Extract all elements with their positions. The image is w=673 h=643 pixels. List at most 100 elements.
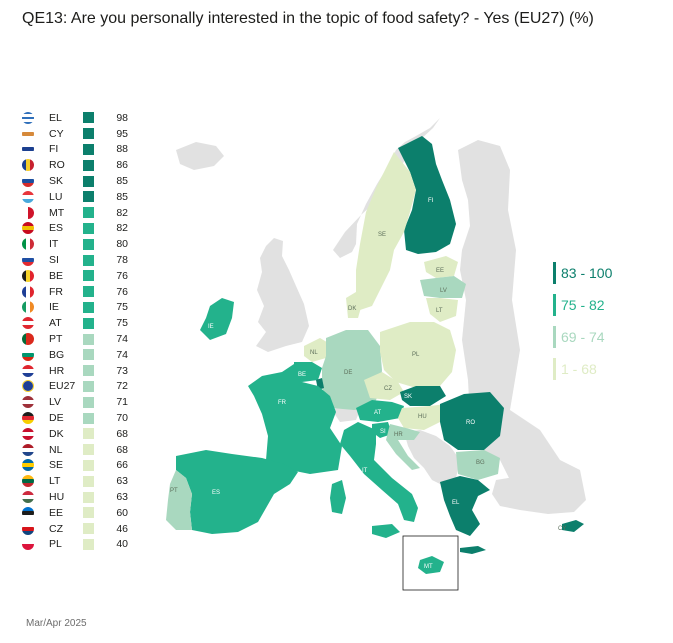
legend-item: 1 - 68 [553, 358, 612, 380]
map-ireland [200, 298, 234, 340]
flag-fr-icon [22, 285, 34, 298]
country-code: CY [49, 127, 64, 140]
map-label-de: DE [344, 370, 352, 376]
country-code: FR [49, 285, 63, 298]
country-row: DK 68 [22, 426, 147, 442]
country-code: SK [49, 175, 64, 188]
color-swatch [83, 333, 94, 345]
country-row: LU 85 [22, 189, 147, 205]
map-label-pl: PL [412, 352, 420, 358]
country-value: 74 [116, 348, 128, 361]
color-swatch [83, 191, 94, 203]
country-row: CZ 46 [22, 521, 147, 537]
country-code: DE [49, 412, 64, 425]
map-germany [322, 330, 382, 410]
map-label-lv: LV [440, 288, 447, 294]
country-row: MT 82 [22, 205, 147, 221]
flag-ee-icon [22, 506, 34, 519]
country-row: HU 63 [22, 489, 147, 505]
color-swatch [83, 459, 94, 471]
country-value: 68 [116, 427, 128, 440]
country-code: MT [49, 206, 65, 219]
legend-label: 69 - 74 [561, 329, 605, 345]
country-row: LT 63 [22, 473, 147, 489]
map-label-es: ES [212, 490, 220, 496]
flag-nl-icon [22, 443, 34, 456]
country-row: BG 74 [22, 347, 147, 363]
flag-es-icon [22, 222, 34, 235]
map-bulgaria [456, 450, 500, 480]
map-label-fi: FI [428, 198, 434, 204]
map-iceland [176, 142, 224, 170]
country-value: 85 [116, 190, 128, 203]
country-value: 88 [116, 143, 128, 156]
flag-fi-icon [22, 143, 34, 156]
map-crete [460, 546, 486, 554]
color-swatch [83, 538, 94, 550]
country-value: 75 [116, 317, 128, 330]
color-swatch [83, 270, 94, 282]
country-row: RO 86 [22, 157, 147, 173]
country-value: 75 [116, 301, 128, 314]
map-slovenia [372, 422, 392, 438]
color-swatch [83, 112, 94, 124]
flag-pl-icon [22, 538, 34, 551]
legend-label: 1 - 68 [561, 361, 597, 377]
color-swatch [83, 222, 94, 234]
country-row: SI 78 [22, 252, 147, 268]
flag-it-icon [22, 238, 34, 251]
map-czechia [364, 372, 404, 400]
flag-hu-icon [22, 491, 34, 504]
country-row: SK 85 [22, 173, 147, 189]
chart-title: QE13: Are you personally interested in t… [22, 10, 594, 27]
flag-ro-icon [22, 159, 34, 172]
map-label-hu: HU [418, 414, 427, 420]
country-row: CY 95 [22, 126, 147, 142]
map-croatia [386, 424, 420, 470]
country-code: DK [49, 427, 64, 440]
map-cyprus [562, 520, 584, 532]
color-swatch [83, 159, 94, 171]
country-row: FR 76 [22, 284, 147, 300]
country-value: 70 [116, 412, 128, 425]
map-label-be: BE [298, 372, 306, 378]
map-greece [440, 476, 490, 536]
flag-lu-icon [22, 190, 34, 203]
map-latvia [420, 276, 466, 298]
color-swatch [83, 428, 94, 440]
map-finland [398, 136, 456, 254]
country-value: 82 [116, 206, 128, 219]
country-value: 73 [116, 364, 128, 377]
flag-si-icon [22, 254, 34, 267]
map-portugal [166, 470, 192, 530]
country-value: 80 [116, 238, 128, 251]
color-swatch [83, 286, 94, 298]
legend-item: 83 - 100 [553, 262, 612, 284]
country-value: 68 [116, 443, 128, 456]
color-swatch [83, 254, 94, 266]
country-row: AT 75 [22, 315, 147, 331]
map-label-ie: IE [208, 324, 214, 330]
country-row: ES 82 [22, 221, 147, 237]
flag-dk-icon [22, 427, 34, 440]
country-code: AT [49, 317, 62, 330]
country-code: HR [49, 364, 65, 377]
color-swatch [83, 507, 94, 519]
country-code: IE [49, 301, 59, 314]
country-row: PL 40 [22, 537, 147, 553]
map-sardinia [330, 480, 346, 514]
country-code: RO [49, 159, 65, 172]
map-label-dk: DK [348, 306, 356, 312]
legend-label: 75 - 82 [561, 297, 605, 313]
map-label-mt: MT [424, 564, 433, 570]
map-lithuania [426, 298, 458, 322]
europe-map: FI SE EE LV LT DK IE NL BE DE PL CZ SK A… [166, 118, 586, 591]
country-code: EU27 [49, 380, 76, 393]
color-swatch [83, 380, 94, 392]
map-sweden [356, 152, 416, 310]
color-swatch [83, 317, 94, 329]
map-poland [380, 322, 456, 388]
map-label-bg: BG [476, 460, 485, 466]
color-swatch [83, 396, 94, 408]
map-label-nl: NL [310, 350, 318, 356]
